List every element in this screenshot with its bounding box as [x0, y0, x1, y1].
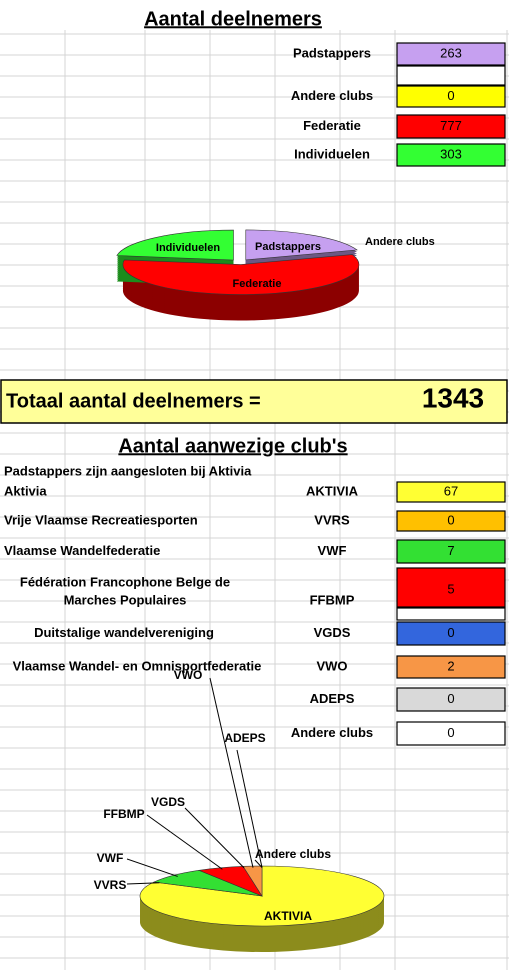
club-code: ADEPS: [310, 691, 355, 706]
value-cell: [396, 621, 506, 646]
value: 777: [440, 118, 462, 133]
pie-label: Individuelen: [156, 242, 220, 254]
leader-line: [126, 882, 160, 885]
value: 5: [447, 581, 454, 596]
club-code: Andere clubs: [291, 725, 373, 740]
value-cell: [396, 42, 506, 66]
row-label: Andere clubs: [291, 88, 373, 103]
club-name: Duitstalige wandelvereniging: [34, 625, 214, 640]
empty-cell: [396, 65, 506, 86]
row-label: Individuelen: [294, 146, 370, 161]
club-name: Aktivia: [4, 483, 47, 498]
value: 0: [447, 725, 454, 740]
total-label: Totaal aantal deelnemers =: [6, 390, 261, 412]
pie-slice: [116, 229, 234, 261]
value: 67: [444, 483, 458, 498]
leader-line: [184, 807, 245, 869]
value-cell: [396, 687, 506, 712]
pie-label: VWF: [97, 851, 124, 865]
pie-label: FFBMP: [103, 807, 144, 821]
value: 0: [447, 625, 454, 640]
club-code: FFBMP: [310, 592, 355, 607]
pie-label: AKTIVIA: [264, 909, 312, 923]
value: 303: [440, 146, 462, 161]
club-name: Vrije Vlaamse Recreatiesporten: [4, 512, 198, 527]
value: 263: [440, 45, 462, 60]
leader-line: [209, 677, 254, 868]
value: 2: [447, 658, 454, 673]
club-code: VGDS: [314, 625, 351, 640]
club-name: Vlaamse Wandel- en Omnisportfederatie: [13, 658, 262, 673]
value-cell: [396, 114, 506, 139]
pie-label: Andere clubs: [255, 847, 331, 861]
club-name: Marches Populaires: [64, 592, 187, 607]
value-cell: [396, 539, 506, 564]
value-cell: [396, 567, 506, 608]
club-code: VWF: [318, 543, 347, 558]
section-title: Aantal deelnemers: [144, 8, 322, 30]
leader-line: [254, 859, 263, 868]
section-title: Aantal aanwezige club's: [118, 435, 347, 457]
empty-cell: [396, 607, 506, 621]
value-cell: [396, 481, 506, 503]
pie-label: VVRS: [94, 878, 127, 892]
pie-label: ADEPS: [224, 731, 265, 745]
value-cell: [396, 655, 506, 679]
value: 0: [447, 691, 454, 706]
total-value: 1343: [422, 382, 484, 413]
pie-label: Andere clubs: [365, 236, 435, 248]
club-code: VVRS: [314, 512, 350, 527]
leader-line: [146, 814, 223, 870]
pie-label: VWO: [174, 668, 203, 682]
row-label: Federatie: [303, 118, 361, 133]
value-cell: [396, 721, 506, 746]
leader-line: [126, 858, 178, 877]
note: Padstappers zijn aangesloten bij Aktivia: [4, 463, 252, 478]
value: 0: [447, 512, 454, 527]
club-code: AKTIVIA: [306, 483, 359, 498]
value: 0: [447, 88, 454, 103]
value-cell: [396, 143, 506, 167]
club-name: Fédération Francophone Belge de: [20, 574, 230, 589]
total-bar: [0, 379, 508, 424]
pie-slice: [122, 254, 360, 295]
value-cell: [396, 85, 506, 108]
pie-slice: [245, 229, 358, 261]
pie-label: VGDS: [151, 795, 185, 809]
club-code: VWO: [316, 658, 347, 673]
pie-label: Padstappers: [255, 241, 321, 253]
row-label: Padstappers: [293, 45, 371, 60]
value-cell: [396, 510, 506, 532]
value: 7: [447, 543, 454, 558]
pie-label: Federatie: [233, 278, 282, 290]
leader-line: [236, 749, 263, 868]
club-name: Vlaamse Wandelfederatie: [4, 543, 160, 558]
